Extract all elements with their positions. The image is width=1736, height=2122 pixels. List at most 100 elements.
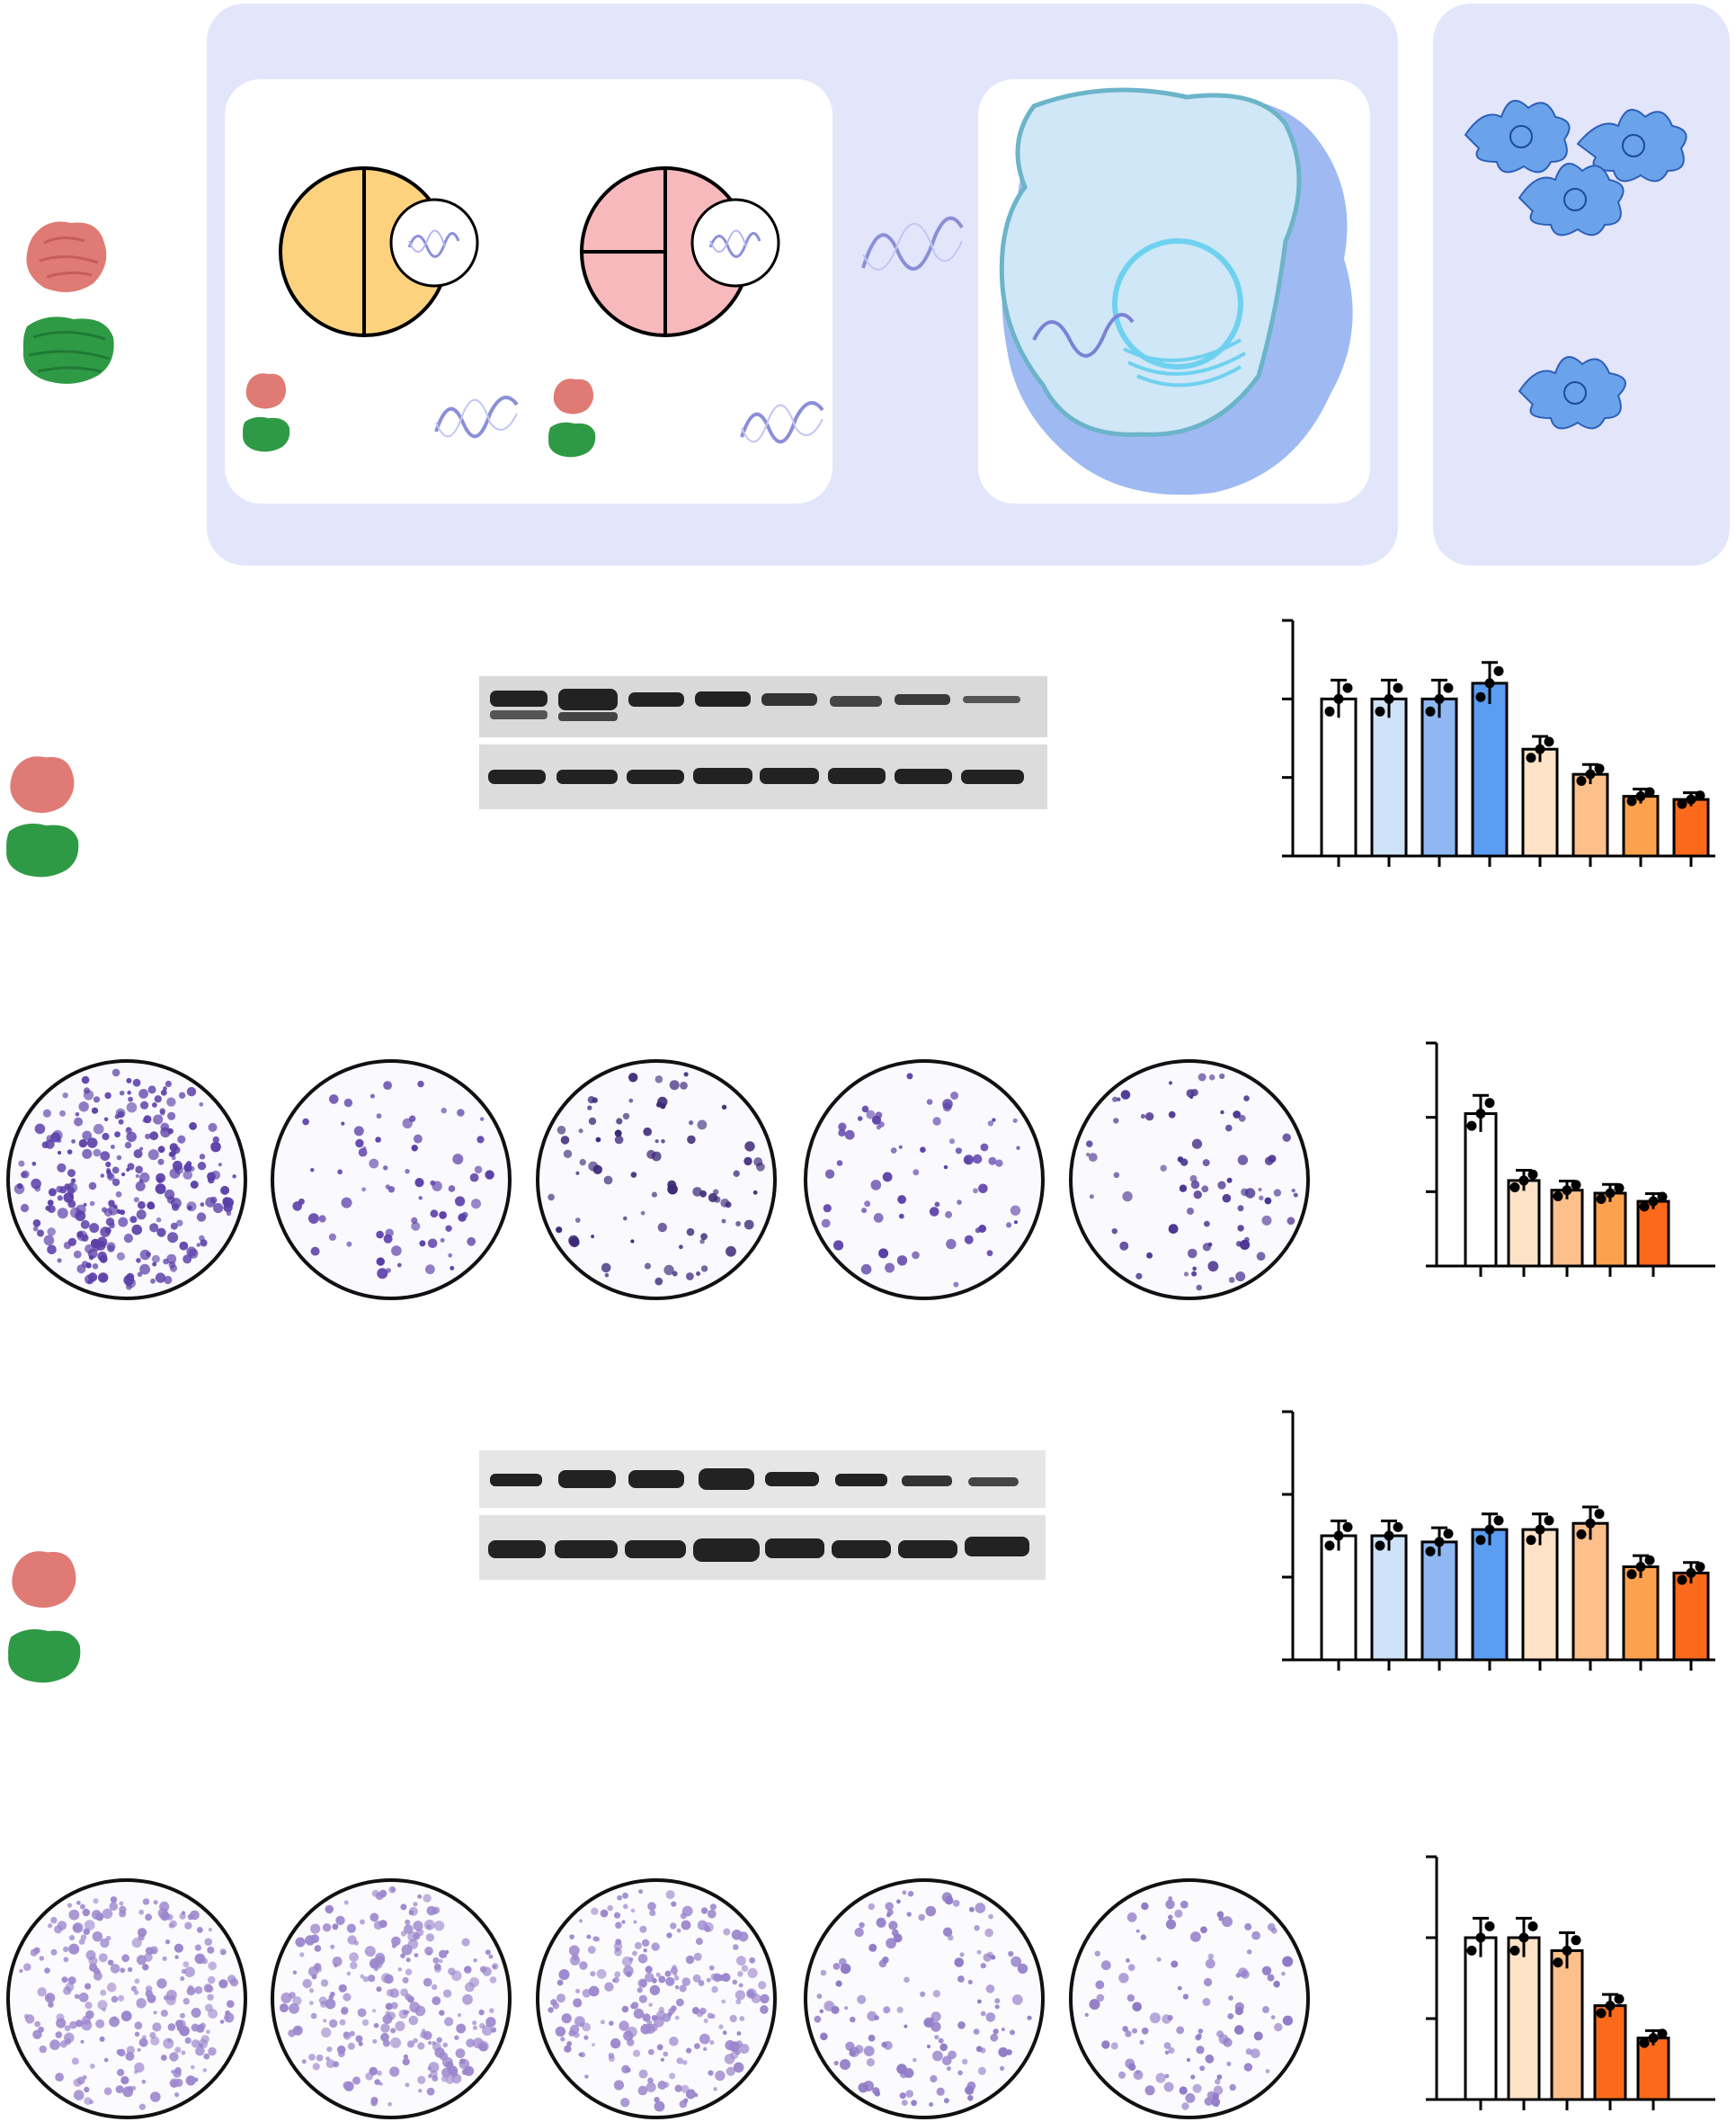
colony	[563, 1149, 573, 1158]
disc-pink-icon	[580, 166, 780, 337]
colony	[116, 1252, 125, 1261]
colony	[1264, 1156, 1274, 1165]
colony	[472, 2020, 477, 2026]
data-point-7-0	[1626, 796, 1637, 807]
colony	[145, 1133, 151, 1140]
colony	[485, 1170, 494, 1180]
colony	[168, 1151, 174, 1157]
colony	[64, 1183, 71, 1190]
colony	[726, 1245, 736, 1257]
colony	[378, 1920, 387, 1929]
colony	[329, 2019, 338, 2028]
western-blot-2	[479, 1450, 1046, 1580]
colony	[111, 1166, 120, 1174]
colony	[954, 1957, 965, 1967]
colony	[1168, 1896, 1173, 1901]
colony	[180, 1975, 185, 1982]
colony	[673, 1973, 678, 1976]
colony	[32, 1219, 41, 1227]
colony	[413, 1134, 423, 1144]
colony	[38, 2026, 44, 2033]
colony	[479, 2022, 485, 2029]
colony	[695, 1938, 703, 1946]
colony	[685, 1955, 695, 1965]
colony	[575, 1171, 580, 1175]
colony	[588, 1161, 599, 1172]
colony	[1010, 1956, 1022, 1967]
colony	[579, 1158, 586, 1166]
colony	[572, 1953, 579, 1961]
colony	[199, 1235, 205, 1242]
colony	[1016, 1146, 1020, 1150]
colony	[932, 1990, 941, 1998]
colony	[656, 1101, 662, 1108]
colony	[43, 1235, 55, 1246]
colony	[163, 1258, 169, 1265]
colony	[308, 1213, 319, 1224]
colony	[108, 1199, 115, 1208]
colony	[1282, 1956, 1294, 1967]
colony	[451, 2073, 462, 2084]
colony	[632, 1950, 637, 1957]
colony	[206, 2029, 210, 2034]
colony	[99, 2036, 105, 2042]
colony	[395, 2020, 405, 2031]
colony	[591, 1907, 599, 1915]
colony	[48, 1923, 53, 1929]
colony-dish-2-2	[271, 1878, 512, 2119]
colony	[637, 1987, 643, 1993]
colony	[934, 1201, 940, 1208]
colony	[645, 1973, 654, 1983]
colony	[328, 1233, 336, 1241]
colony	[1207, 1953, 1215, 1960]
colony	[1261, 1966, 1272, 1975]
colony	[67, 1903, 73, 1908]
colony	[911, 2100, 917, 2107]
colony	[646, 1149, 656, 1159]
colony	[79, 1904, 85, 1910]
colony	[1235, 1271, 1246, 1282]
colony	[85, 2002, 93, 2010]
colony	[1010, 1205, 1021, 1216]
colony	[1270, 1927, 1278, 1934]
colony	[89, 1200, 95, 1207]
colony	[1234, 2002, 1244, 2011]
colony	[926, 2044, 931, 2049]
colony	[555, 2026, 566, 2037]
colony	[462, 1993, 473, 2005]
colony	[953, 1281, 959, 1288]
data-point-2-2	[1527, 1169, 1538, 1180]
colony	[156, 1217, 162, 1223]
colony	[413, 1902, 418, 1907]
colony	[111, 1178, 120, 1187]
colony	[1225, 1124, 1233, 1132]
colony	[1226, 1177, 1233, 1183]
colony	[1204, 1977, 1213, 1987]
colony	[628, 1098, 634, 1103]
colony	[150, 2036, 160, 2046]
colony	[295, 2027, 301, 2032]
colony	[950, 1092, 959, 1100]
colony	[289, 2002, 299, 2014]
colony	[138, 1928, 147, 1938]
colony	[353, 1126, 364, 1137]
colony	[1008, 1950, 1014, 1957]
colony	[299, 1952, 305, 1957]
colony	[835, 1980, 842, 1987]
colony	[985, 1984, 995, 1993]
colony	[466, 2038, 476, 2048]
colony	[229, 1978, 239, 1987]
colony	[141, 2079, 147, 2084]
colony	[125, 2051, 135, 2061]
colony	[1089, 1194, 1094, 1199]
colony	[384, 1974, 394, 1984]
colony	[150, 1278, 156, 1284]
colony	[376, 1257, 385, 1266]
colony	[183, 1998, 190, 2005]
colony	[608, 2055, 615, 2063]
colony	[667, 1180, 677, 1190]
colony	[375, 1892, 384, 1900]
colony	[1238, 1967, 1248, 1977]
colony	[129, 1216, 138, 1224]
data-point-3-0	[1425, 1546, 1436, 1556]
